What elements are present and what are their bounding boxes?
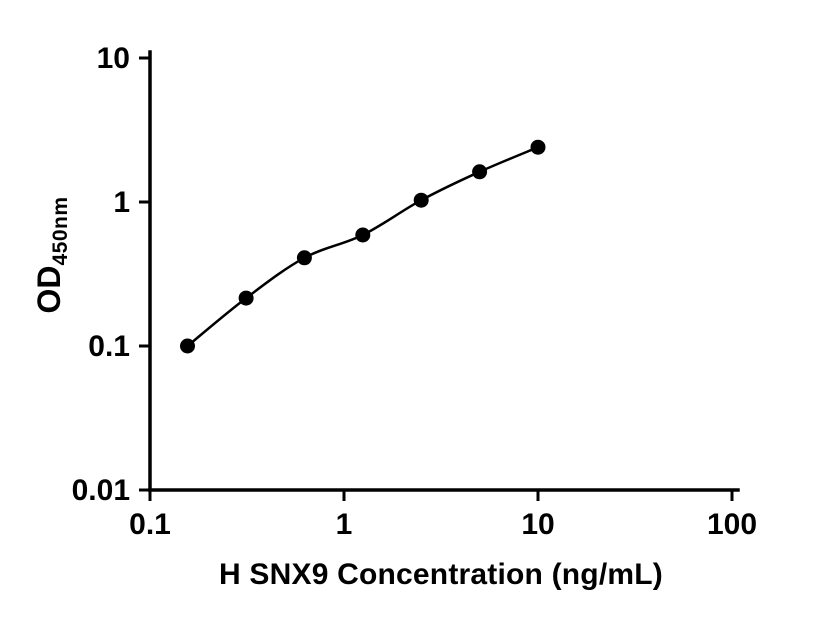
data-point	[472, 164, 488, 180]
y-axis-title-main: OD	[31, 265, 67, 314]
x-tick-label: 0.1	[129, 508, 171, 541]
y-tick-label: 10	[97, 42, 130, 75]
y-axis-title-subscript: 450nm	[49, 196, 72, 266]
data-point	[530, 139, 546, 155]
data-point	[355, 227, 371, 243]
data-point	[180, 338, 195, 354]
y-tick-label: 0.01	[72, 474, 130, 507]
x-tick-label: 10	[521, 508, 554, 541]
x-tick-label: 1	[336, 508, 353, 541]
curve-line	[186, 146, 539, 347]
y-axis-title: OD450nm	[31, 155, 77, 355]
y-tick-label: 1	[113, 186, 130, 219]
data-point	[296, 250, 312, 266]
x-tick-label: 100	[707, 508, 757, 541]
y-tick-label: 0.1	[88, 330, 130, 363]
data-point	[238, 290, 254, 306]
data-point	[413, 192, 429, 208]
x-axis-title: H SNX9 Concentration (ng/mL)	[219, 558, 663, 591]
